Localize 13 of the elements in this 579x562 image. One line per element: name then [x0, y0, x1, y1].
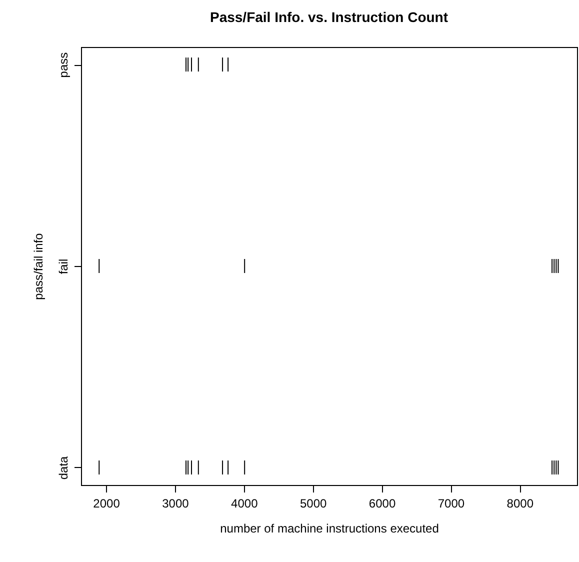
x-tick-label: 7000	[438, 496, 465, 510]
x-tick-label: 3000	[162, 496, 190, 510]
x-axis-title: number of machine instructions executed	[220, 522, 439, 536]
x-tick-label: 8000	[506, 496, 534, 510]
x-tick-label: 5000	[300, 496, 328, 510]
y-tick-label: data	[56, 456, 70, 480]
y-axis-title: pass/fail info	[32, 232, 46, 300]
y-tick-label: pass	[56, 52, 70, 78]
x-tick-label: 6000	[368, 496, 396, 510]
x-tick-label: 4000	[231, 496, 258, 510]
y-tick-label: fail	[56, 258, 70, 274]
chart-title: Pass/Fail Info. vs. Instruction Count	[210, 9, 448, 25]
x-tick-label: 2000	[93, 496, 120, 510]
